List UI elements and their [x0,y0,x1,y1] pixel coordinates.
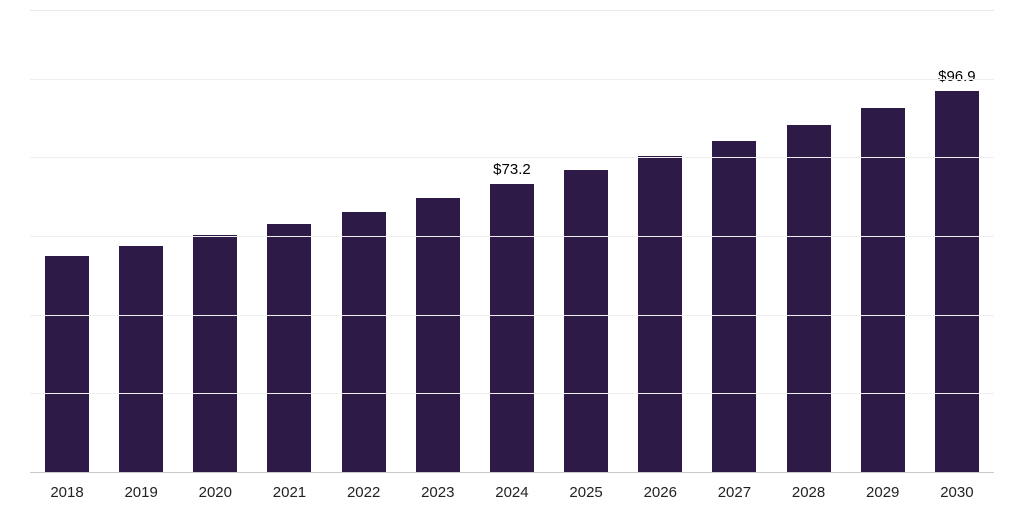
bar-2026 [638,155,683,472]
bar-slot-2027 [712,10,757,472]
bar-2018 [45,256,89,472]
gridline [30,157,994,159]
x-tick-label-2029: 2029 [866,484,900,501]
x-tick-label-2018: 2018 [50,484,84,501]
bar-slot-2030: $96.9 [934,10,979,472]
gridline [30,393,994,395]
bar-2021 [267,223,312,472]
bar-slot-2023 [415,10,460,472]
x-tick-label-2022: 2022 [346,484,381,501]
gridline [30,236,994,238]
bar-slot-2028 [786,10,831,472]
bar-2025 [564,170,609,472]
bar-slot-2019 [119,10,164,472]
bar-2029 [860,108,905,472]
bar-value-label: $96.9 [938,68,976,85]
x-tick-label-2024: 2024 [495,484,529,501]
x-tick-label-2025: 2025 [569,484,603,501]
bar-2020 [193,235,238,472]
bar-2019 [119,245,164,472]
bar-slot-2024: $73.2 [489,10,534,472]
bar-slot-2026 [638,10,683,472]
gridline [30,78,994,80]
bar-slot-2025 [564,10,609,472]
x-tick-label-2019: 2019 [124,484,158,501]
bar-2023 [415,197,460,472]
bar-slot-2021 [267,10,312,472]
x-tick-label-2020: 2020 [198,484,232,501]
plot-area: $73.2 $96.9 [30,10,994,473]
bar-value-label: $73.2 [493,161,531,179]
bars-container: $73.2 $96.9 [30,10,994,472]
x-tick-label-2023: 2023 [421,484,455,501]
bar-2027 [712,140,757,472]
bar-slot-2022 [341,10,386,472]
bar-2030 [934,91,979,472]
bar-2028 [786,124,831,472]
bar-2022 [341,212,386,472]
gridline [30,10,994,11]
bar-slot-2029 [860,10,905,472]
x-tick-label-2027: 2027 [717,484,752,501]
x-tick-label-2021: 2021 [272,484,307,501]
x-tick-label-2030: 2030 [940,484,974,501]
x-tick-label-2028: 2028 [791,484,826,501]
bar-2024 [489,184,534,472]
gridline [30,314,994,316]
bar-slot-2020 [193,10,238,472]
bar-chart: $73.2 $96.9 2018 2019 2020 2021 2022 2023 2024 2… [30,10,994,501]
x-tick-label-2026: 2026 [643,484,677,501]
bar-slot-2018 [45,10,89,472]
x-axis: 2018 2019 2020 2021 2022 2023 2024 2025 2026 2027… [30,473,994,501]
